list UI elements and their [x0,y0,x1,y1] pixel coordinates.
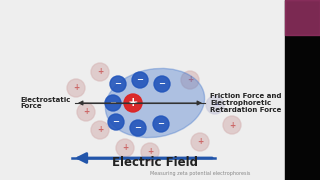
Text: −: − [158,80,165,89]
Circle shape [77,103,95,121]
Text: +: + [128,96,138,109]
Circle shape [110,76,126,92]
Text: −: − [137,75,143,84]
Text: +: + [122,143,128,152]
Circle shape [206,96,224,114]
Circle shape [67,79,85,97]
Text: +: + [197,138,203,147]
Circle shape [91,63,109,81]
Text: −: − [109,98,116,107]
Circle shape [105,95,121,111]
Text: Electrostatic
Force: Electrostatic Force [20,96,70,109]
Circle shape [154,76,170,92]
Text: +: + [187,75,193,84]
Circle shape [132,72,148,88]
Text: +: + [73,84,79,93]
Bar [285,0,320,35]
Circle shape [130,120,146,136]
Text: −: − [157,120,164,129]
Text: +: + [147,147,153,156]
Bar [285,0,320,180]
Circle shape [153,116,169,132]
Circle shape [141,143,159,161]
Circle shape [191,133,209,151]
Circle shape [91,121,109,139]
Text: Electric Field: Electric Field [112,156,198,168]
Circle shape [223,116,241,134]
Circle shape [116,139,134,157]
Text: −: − [212,100,218,109]
Text: −: − [134,123,141,132]
Text: +: + [97,125,103,134]
Text: +: + [83,107,89,116]
Circle shape [124,94,142,112]
Text: Friction Force and
Electrophoretic
Retardation Force: Friction Force and Electrophoretic Retar… [210,93,282,113]
Text: +: + [229,120,235,129]
Circle shape [181,71,199,89]
Text: −: − [113,118,119,127]
Text: +: + [97,68,103,76]
Ellipse shape [105,68,204,138]
Text: Measuring zeta potential electrophoresis: Measuring zeta potential electrophoresis [150,172,250,177]
Text: −: − [115,80,122,89]
Circle shape [108,114,124,130]
